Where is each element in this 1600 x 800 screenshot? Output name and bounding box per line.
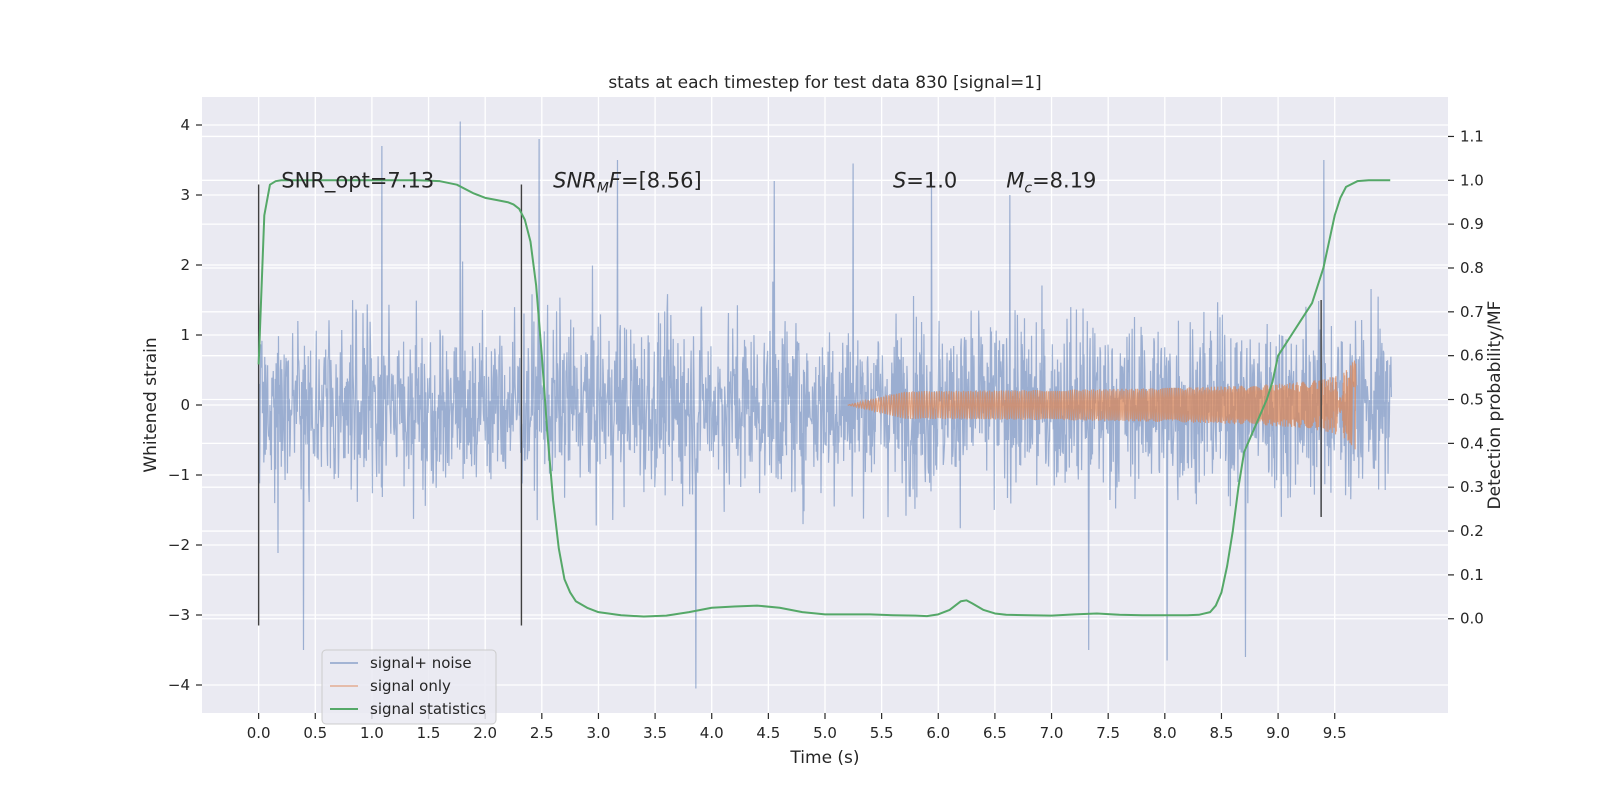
annotation-part: =1.0	[906, 168, 957, 192]
y2-tick-label: 0.7	[1460, 303, 1484, 321]
y-tick-label: 4	[180, 116, 190, 134]
series-signal-statistics	[257, 179, 1391, 618]
legend-label-signal-only: signal only	[370, 677, 451, 695]
series-line-signal-only	[847, 360, 1357, 450]
y2-tick-label: 0.0	[1460, 610, 1484, 628]
legend: signal+ noise signal only signal statist…	[321, 649, 497, 725]
annotation-part: M	[1006, 168, 1024, 192]
x-axis-ticks: 0.0 0.5 1.0 1.5 2.0 2.5 3.0 3.5 4.0 4.5 5.0 5.5 6.0 6…	[247, 713, 1347, 742]
x-tick-label: 6.0	[926, 724, 950, 742]
legend-label-signal-statistics: signal statistics	[370, 700, 486, 718]
x-tick-label: 2.0	[473, 724, 497, 742]
annotations: SNR_opt=7.13 SNRMF=[8.56] S=1.0 Mc=8.19	[281, 168, 1096, 196]
annotation-text: Mc=8.19	[1006, 168, 1096, 196]
annotation-part: SNR_opt=7.13	[281, 168, 434, 193]
annotation-text: SNR_opt=7.13	[281, 168, 434, 193]
x-tick-label: 4.0	[700, 724, 724, 742]
y2-tick-label: 0.2	[1460, 522, 1484, 540]
legend-box	[321, 649, 497, 725]
x-tick-label: 9.5	[1323, 724, 1347, 742]
x-tick-label: 5.0	[813, 724, 837, 742]
y-tick-label: −4	[168, 676, 190, 694]
x-tick-label: 4.5	[756, 724, 780, 742]
y-axis-label: Whitened strain	[141, 337, 161, 472]
x-tick-label: 1.0	[360, 724, 384, 742]
series-line-signal-noise	[258, 121, 1392, 689]
y2-tick-label: 0.9	[1460, 215, 1484, 233]
y2-tick-label: 0.8	[1460, 259, 1484, 277]
x-tick-label: 6.5	[983, 724, 1007, 742]
y2-tick-label: 0.3	[1460, 478, 1484, 496]
annotation-text: S=1.0	[893, 168, 957, 192]
annotation-part: =[8.56]	[621, 168, 702, 192]
x-tick-label: 1.5	[417, 724, 441, 742]
y2-tick-label: 0.1	[1460, 566, 1484, 584]
y-tick-label: 0	[180, 396, 190, 414]
legend-label-signal-noise: signal+ noise	[370, 654, 472, 672]
y-tick-label: −2	[168, 536, 190, 554]
series-signal-only	[847, 360, 1357, 450]
x-tick-label: 0.5	[303, 724, 327, 742]
annotation-part: =8.19	[1032, 168, 1096, 192]
y-axis-ticks: −4 −3 −2 −1 0 1 2 3 4	[168, 116, 202, 694]
series-signal-noise	[258, 121, 1392, 689]
x-tick-label: 9.0	[1266, 724, 1290, 742]
chart-title: stats at each timestep for test data 830…	[608, 73, 1041, 93]
annotation-part: S	[893, 168, 906, 192]
x-tick-label: 0.0	[247, 724, 271, 742]
annotation-text: SNRMF=[8.56]	[553, 168, 702, 196]
x-tick-label: 8.5	[1210, 724, 1234, 742]
x-tick-label: 8.0	[1153, 724, 1177, 742]
y-tick-label: −3	[168, 606, 190, 624]
y2-axis-ticks: 0.0 0.1 0.2 0.3 0.4 0.5 0.6 0.7 0.8 0.9 1.0 1.1	[1448, 127, 1484, 628]
x-tick-label: 7.5	[1096, 724, 1120, 742]
x-tick-label: 3.5	[643, 724, 667, 742]
annotation-subscript: c	[1024, 180, 1032, 196]
x-axis-label: Time (s)	[789, 748, 859, 768]
annotation-part: F	[609, 168, 622, 192]
y-tick-label: 3	[180, 186, 190, 204]
time-markers	[257, 184, 1322, 626]
x-tick-label: 2.5	[530, 724, 554, 742]
y2-tick-label: 1.1	[1460, 127, 1484, 145]
y2-tick-label: 0.5	[1460, 391, 1484, 409]
y-tick-label: −1	[168, 466, 190, 484]
series-line-signal-statistics	[257, 179, 1391, 618]
annotation-subscript: M	[597, 180, 609, 196]
x-tick-label: 5.5	[870, 724, 894, 742]
annotation-part: SNR	[553, 168, 597, 192]
x-tick-label: 3.0	[587, 724, 611, 742]
y2-tick-label: 1.0	[1460, 171, 1484, 189]
x-tick-label: 7.0	[1040, 724, 1064, 742]
y2-tick-label: 0.4	[1460, 434, 1484, 452]
y-tick-label: 1	[180, 326, 190, 344]
y2-axis-label: Detection probability/MF	[1485, 301, 1505, 510]
y-tick-label: 2	[180, 256, 190, 274]
y2-tick-label: 0.6	[1460, 347, 1484, 365]
